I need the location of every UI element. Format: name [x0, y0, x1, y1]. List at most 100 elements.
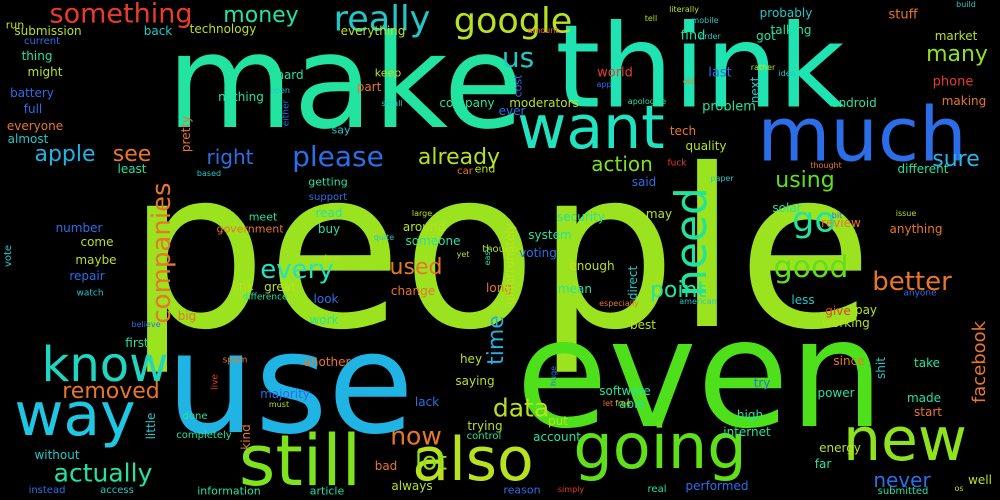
word-39: see	[112, 142, 152, 167]
word-57: find	[680, 28, 706, 44]
word-147: said	[631, 175, 657, 189]
word-125: take	[914, 356, 940, 370]
word-159: support	[308, 192, 348, 203]
word-154: control	[466, 431, 502, 442]
word-32: apple	[34, 142, 96, 167]
word-36: money	[223, 3, 299, 28]
word-176: let	[602, 399, 614, 408]
word-119: software	[599, 384, 651, 398]
word-186: issue	[895, 209, 917, 218]
word-148: end	[474, 162, 496, 176]
word-150: pretty	[179, 115, 193, 153]
word-172: spam	[222, 355, 248, 366]
word-158: direct	[626, 265, 640, 301]
word-79: ever	[498, 104, 526, 118]
word-117: trying	[467, 419, 503, 433]
word-25: data	[492, 393, 550, 423]
word-22: go	[792, 200, 836, 241]
word-69: battery	[10, 86, 54, 100]
word-90: security	[557, 210, 605, 224]
word-27: actually	[53, 458, 153, 488]
word-20: every	[260, 255, 334, 285]
word-139: article	[309, 484, 345, 498]
word-1: make	[166, 6, 524, 158]
word-44: world	[597, 65, 633, 81]
word-87: system	[528, 228, 572, 242]
word-112: another	[303, 355, 351, 369]
word-66: might	[27, 65, 63, 79]
word-136: instead	[28, 485, 66, 496]
word-152: little	[144, 412, 158, 440]
word-62: nothing	[218, 90, 264, 104]
word-45: phone	[932, 74, 974, 90]
word-88: voting	[519, 246, 557, 260]
word-84: government	[216, 222, 284, 236]
word-49: problem	[702, 99, 756, 115]
word-130: energy	[819, 441, 861, 455]
word-106: number	[55, 221, 103, 235]
word-34: sure	[932, 147, 980, 172]
word-11: way	[14, 380, 136, 450]
word-0: people	[127, 122, 873, 378]
word-121: high	[736, 408, 764, 422]
word-68: current	[23, 36, 61, 47]
word-187: anyone	[903, 288, 937, 299]
word-10: new	[842, 405, 968, 475]
word-129: try	[753, 376, 771, 390]
word-16: something	[49, 0, 193, 30]
word-143: real	[647, 484, 667, 495]
word-199: though	[482, 244, 518, 255]
word-145: done	[182, 411, 208, 422]
word-64: back	[143, 24, 173, 38]
word-189: app	[596, 80, 612, 89]
word-111: big	[177, 309, 197, 323]
word-188: old	[682, 77, 696, 86]
word-50: tech	[669, 124, 697, 138]
word-107: come	[80, 235, 114, 249]
word-132: performed	[685, 479, 749, 493]
word-92: solar	[772, 201, 802, 215]
word-175: huge	[549, 365, 558, 387]
word-128: power	[817, 386, 855, 400]
word-122: internet	[723, 425, 771, 439]
word-127: start	[914, 405, 942, 419]
word-71: everyone	[6, 119, 64, 133]
word-98: best	[630, 318, 656, 332]
word-53: last	[708, 65, 732, 81]
word-58: next	[748, 76, 762, 104]
word-185: bit	[831, 211, 843, 220]
word-26: lot	[414, 446, 448, 476]
word-86: someone	[405, 234, 461, 248]
word-30: used	[389, 255, 443, 280]
word-141: reason	[503, 483, 541, 497]
word-142: bad	[374, 459, 398, 473]
word-55: talking	[770, 23, 812, 37]
word-80: getting	[308, 175, 348, 189]
word-155: shit	[874, 357, 888, 379]
word-181: especially	[599, 299, 639, 308]
word-103: work	[309, 313, 339, 327]
word-42: never	[873, 468, 931, 492]
word-124: since	[833, 354, 865, 368]
word-102: look	[313, 292, 339, 306]
word-180: american	[679, 297, 717, 306]
word-18: companies	[147, 182, 177, 324]
word-135: without	[34, 448, 80, 462]
word-61: hard	[276, 68, 304, 82]
word-8: also	[412, 425, 534, 495]
word-182: fuck	[667, 158, 687, 169]
word-78: cost	[511, 74, 525, 98]
word-149: car	[457, 166, 473, 177]
word-65: thing	[21, 49, 53, 63]
word-21: better	[872, 267, 952, 297]
word-37: using	[775, 168, 835, 193]
word-138: information	[197, 484, 261, 498]
word-76: moderators	[509, 96, 579, 110]
word-38: right	[206, 145, 254, 169]
word-89: enough	[569, 259, 615, 273]
word-14: really	[333, 0, 431, 40]
word-48: android	[831, 96, 877, 110]
word-151: different	[897, 162, 949, 176]
word-67: run	[5, 18, 25, 32]
word-96: pay	[854, 303, 878, 317]
